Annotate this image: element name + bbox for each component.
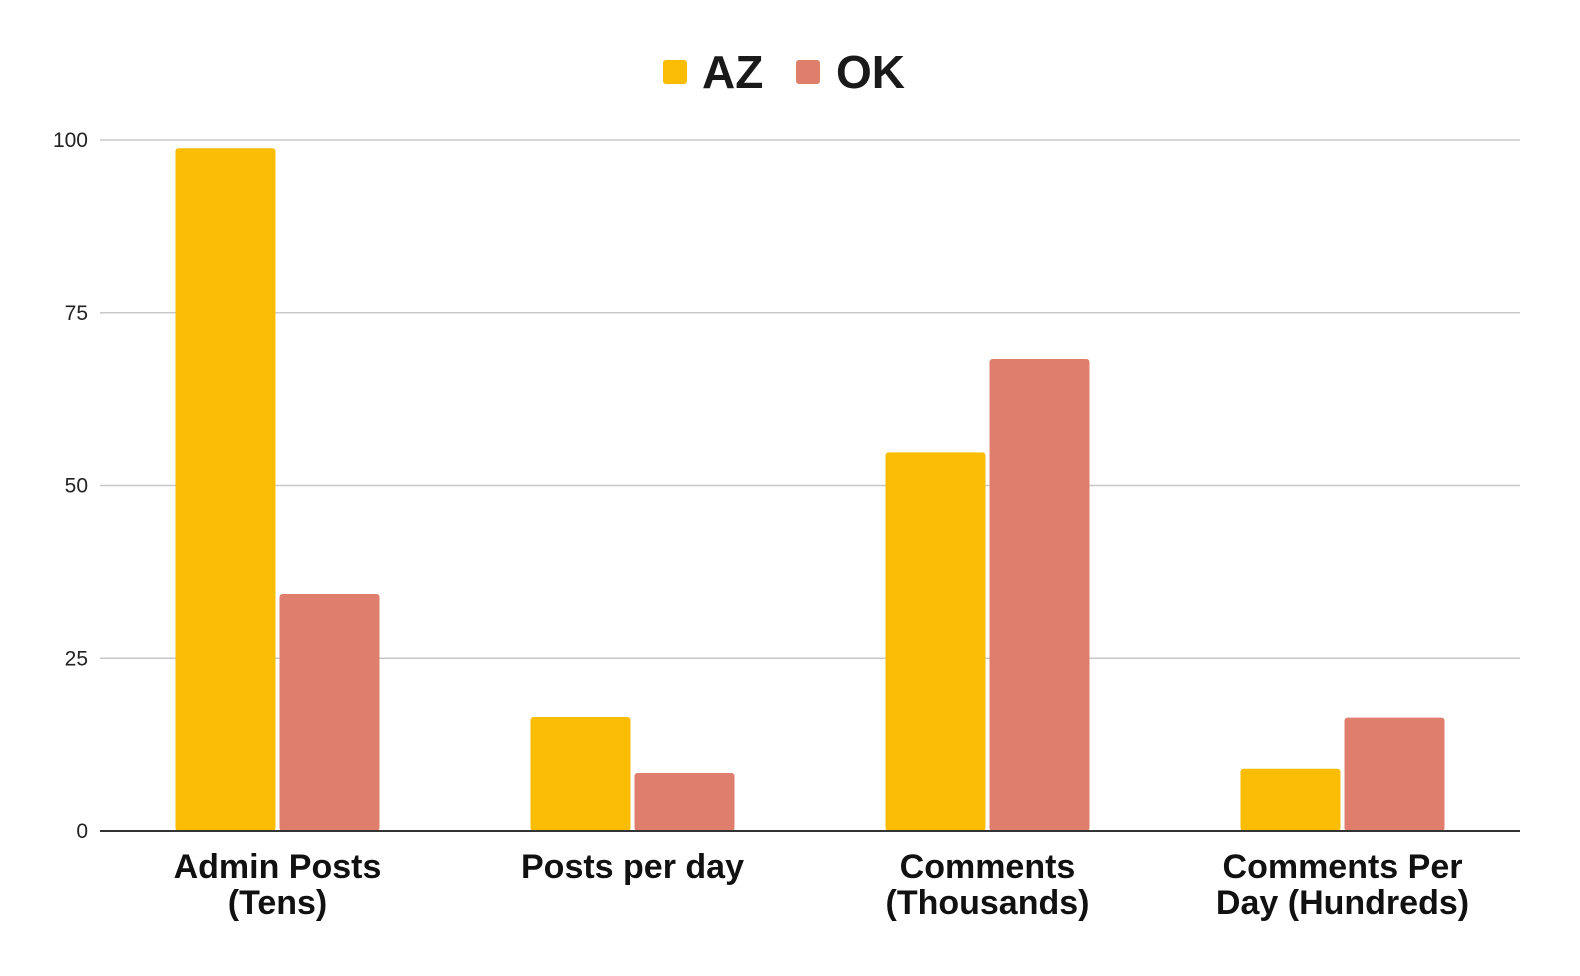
y-tick-label-25: 25 — [65, 647, 88, 670]
y-tick-label-75: 75 — [65, 302, 88, 325]
bar-ok-admin-posts-tens — [279, 593, 380, 831]
legend-swatch-ok — [796, 60, 820, 84]
y-tick-label-0: 0 — [76, 820, 88, 843]
x-tick-label-comments-per-day-hundreds-line-2: Day (Hundreds) — [1216, 884, 1469, 922]
bar-ok-comments-per-day-hundreds — [1344, 717, 1445, 831]
chart-bars — [175, 148, 1445, 832]
chart-gridlines — [100, 139, 1520, 659]
bar-ok-posts-per-day — [634, 772, 735, 831]
legend-item-ok: OK — [796, 46, 905, 98]
chart-legend: AZ OK — [663, 46, 905, 98]
bar-ok-comments-thousands — [989, 359, 1090, 831]
bar-az-comments-thousands — [885, 452, 986, 831]
x-axis: Admin Posts(Tens) Posts per day Comments(T… — [100, 830, 1520, 922]
y-tick-label-100: 100 — [53, 129, 88, 152]
bar-az-admin-posts-tens — [175, 148, 276, 832]
y-axis: 0 25 50 75 100 — [53, 129, 88, 843]
x-tick-label-admin-posts-tens-line-2: (Tens) — [228, 884, 327, 922]
legend-label-ok: OK — [836, 46, 905, 98]
x-tick-label-posts-per-day-line-1: Posts per day — [521, 848, 744, 886]
legend-item-az: AZ — [663, 46, 763, 98]
x-tick-label-comments-thousands-line-2: (Thousands) — [886, 884, 1090, 922]
x-tick-label-admin-posts-tens-line-1: Admin Posts — [174, 848, 382, 886]
x-tick-label-comments-thousands-line-1: Comments — [900, 848, 1076, 886]
y-tick-label-50: 50 — [65, 475, 88, 498]
bar-az-comments-per-day-hundreds — [1240, 768, 1341, 831]
bar-az-posts-per-day — [530, 716, 631, 831]
legend-label-az: AZ — [702, 46, 763, 98]
legend-swatch-az — [663, 60, 687, 84]
x-tick-label-comments-per-day-hundreds-line-1: Comments Per — [1223, 848, 1463, 886]
